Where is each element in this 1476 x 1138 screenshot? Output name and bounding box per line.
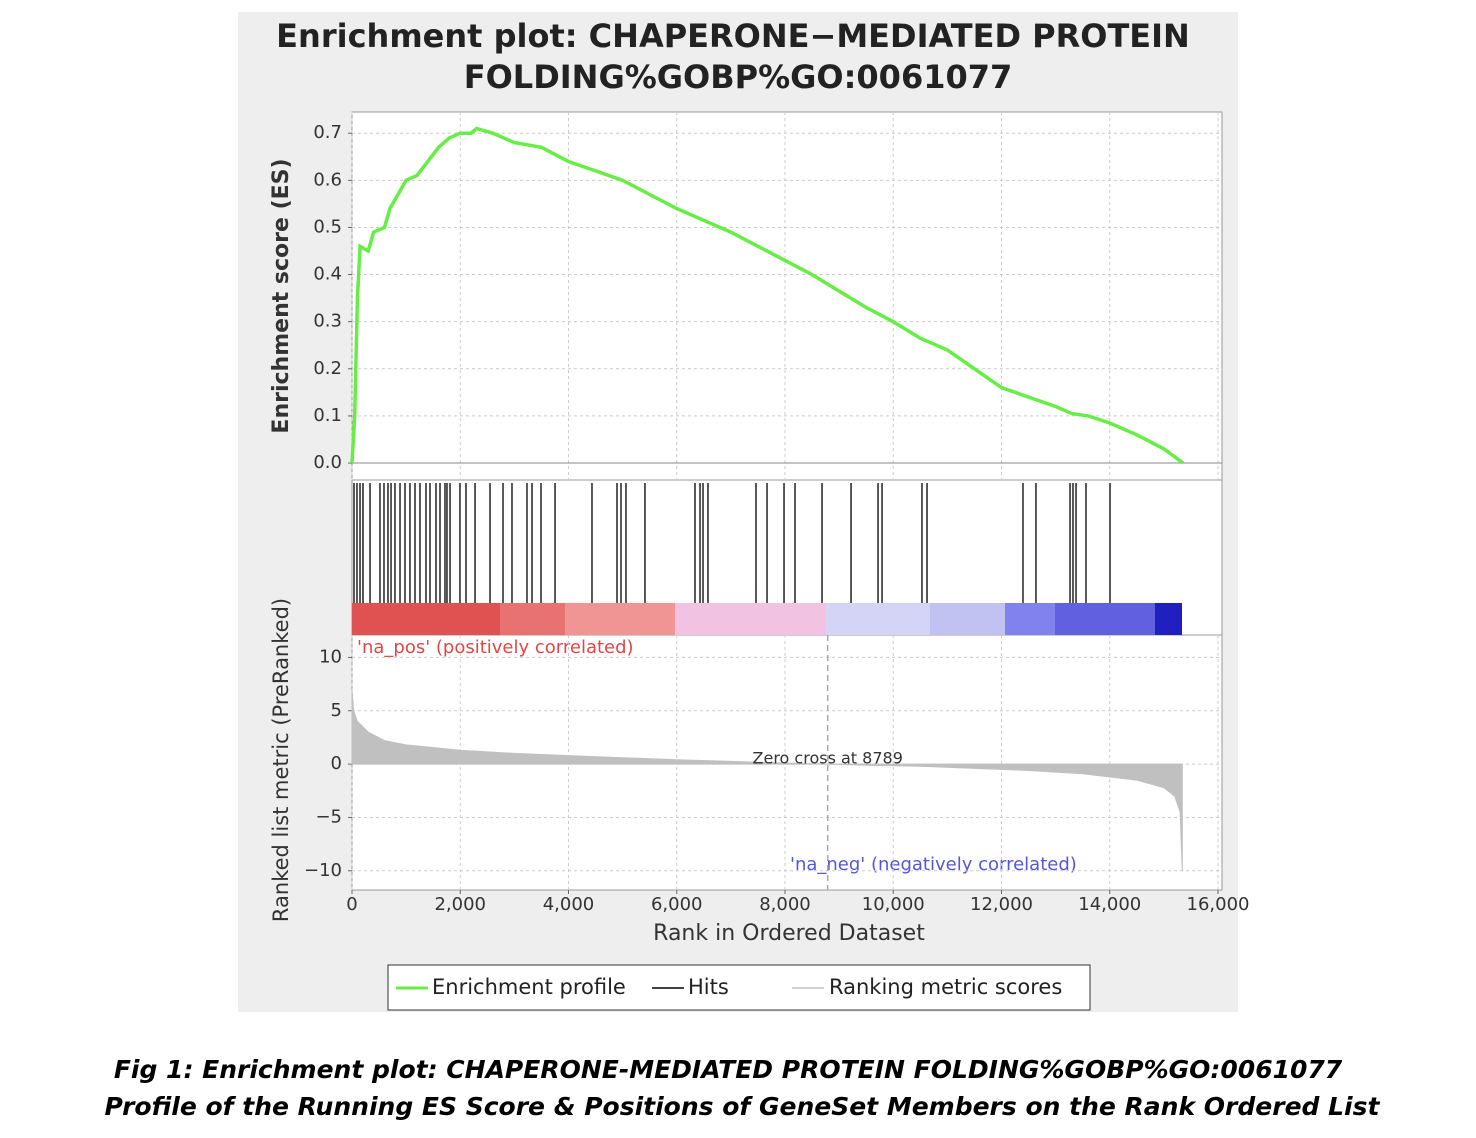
legend: Enrichment profile Hits Ranking metric s…	[387, 964, 1091, 1011]
y-tick-label: 0	[331, 753, 342, 774]
heat-segment	[826, 603, 930, 635]
y-tick-label: 0.1	[313, 405, 342, 426]
y-tick-label: 0.5	[313, 216, 342, 237]
y-tick-label: −10	[304, 860, 342, 881]
heat-segment	[500, 603, 565, 635]
heat-segment	[565, 603, 675, 635]
heat-segment	[1055, 603, 1155, 635]
x-tick-label: 2,000	[434, 894, 486, 915]
legend-label: Ranking metric scores	[829, 975, 1062, 999]
y-axis-title: Enrichment score (ES)	[269, 158, 294, 433]
heat-segment	[930, 603, 1005, 635]
y-tick-label: 0.4	[313, 264, 342, 285]
annotation: 'na_pos' (positively correlated)	[357, 637, 634, 658]
y-tick-label: 0.6	[313, 169, 342, 190]
metric-area	[351, 689, 1183, 871]
annotation: 'na_neg' (negatively correlated)	[790, 854, 1077, 875]
x-tick-label: 0	[346, 894, 357, 915]
y-tick-label: 5	[331, 700, 342, 721]
caption: Fig 1: Enrichment plot: CHAPERONE-MEDIAT…	[114, 1055, 1343, 1084]
x-tick-label: 14,000	[1078, 894, 1141, 915]
x-tick-label: 8,000	[759, 894, 811, 915]
heat-segment	[1155, 603, 1182, 635]
x-tick-label: 12,000	[970, 894, 1033, 915]
y-tick-label: 0.3	[313, 311, 342, 332]
heat-segment	[352, 603, 500, 635]
heat-segment	[675, 603, 826, 635]
y-tick-label: 10	[319, 646, 342, 667]
heat-segment	[1005, 603, 1055, 635]
chart-title: FOLDING%GOBP%GO:0061077	[464, 58, 1013, 96]
x-axis-title: Rank in Ordered Dataset	[653, 921, 925, 946]
y-tick-label: −5	[315, 806, 342, 827]
y-tick-label: 0.7	[313, 122, 342, 143]
legend-label: Hits	[688, 975, 729, 999]
y-tick-label: 0.2	[313, 358, 342, 379]
x-tick-label: 6,000	[651, 894, 703, 915]
annotation: Zero cross at 8789	[753, 749, 903, 768]
chart-title: Enrichment plot: CHAPERONE−MEDIATED PROT…	[276, 17, 1190, 55]
y-tick-label: 0.0	[313, 452, 342, 473]
caption: Profile of the Running ES Score & Positi…	[105, 1092, 1381, 1121]
x-tick-label: 4,000	[543, 894, 595, 915]
x-tick-label: 16,000	[1187, 894, 1250, 915]
y-axis-title: Ranked list metric (PreRanked)	[269, 598, 293, 922]
heat-bar	[352, 603, 1182, 635]
legend-box	[387, 964, 1091, 1011]
legend-label: Enrichment profile	[432, 975, 626, 999]
x-tick-label: 10,000	[862, 894, 925, 915]
es-line	[350, 126, 1185, 465]
